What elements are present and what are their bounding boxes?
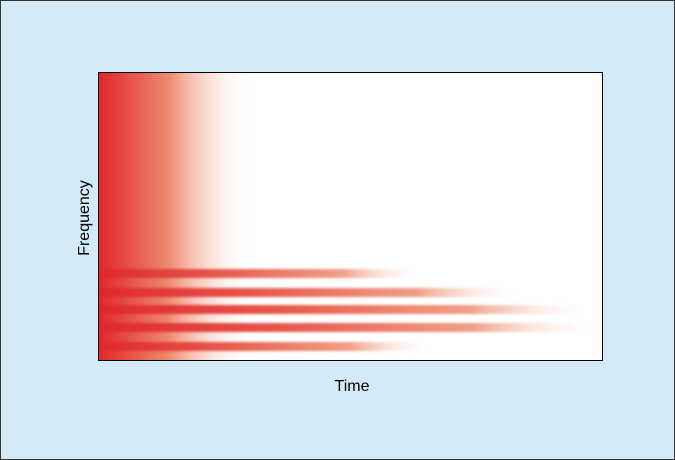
harmonic-band xyxy=(99,342,434,351)
harmonic-band xyxy=(99,269,424,278)
harmonic-band xyxy=(99,305,594,314)
harmonic-band xyxy=(99,288,524,297)
y-axis-label: Frequency xyxy=(76,180,93,256)
harmonic-band xyxy=(99,323,599,332)
onset-block xyxy=(99,73,254,360)
x-axis-label: Time xyxy=(335,378,370,395)
plot-border xyxy=(98,72,603,361)
spectrogram xyxy=(99,73,599,360)
